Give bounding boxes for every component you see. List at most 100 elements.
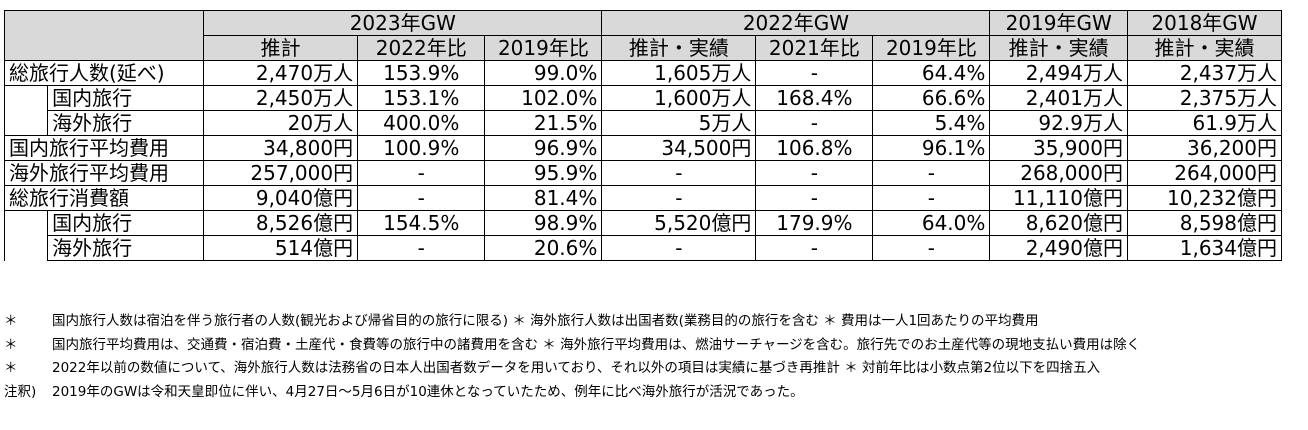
subheader-cell: 2021年比: [755, 35, 874, 61]
value-cell: 168.4%: [755, 85, 874, 111]
value-cell: 2,437万人: [1126, 60, 1283, 86]
value-cell: 2,490億円: [989, 235, 1128, 261]
value-cell: 400.0%: [357, 110, 486, 136]
header-corner-cell: [3, 10, 205, 61]
value-cell: 64.4%: [872, 60, 991, 86]
value-cell: 264,000円: [1126, 160, 1283, 186]
value-cell: 34,500円: [601, 135, 757, 161]
value-cell: 10,232億円: [1126, 185, 1283, 211]
table-row: 国内旅行 8,526億円 154.5% 98.9% 5,520億円 179.9% 64.0%…: [3, 210, 1283, 236]
footnote-text: 2022年以前の数値について、海外旅行人数は法務省の日本人出国者数データを用いて…: [52, 360, 1101, 376]
row-label: 国内旅行: [47, 210, 205, 236]
value-cell: 2,401万人: [989, 85, 1128, 111]
value-cell: 95.9%: [484, 160, 603, 186]
value-cell: -: [755, 235, 874, 261]
value-cell: 106.8%: [755, 135, 874, 161]
footnote-line: ＊ 2022年以前の数値について、海外旅行人数は法務省の日本人出国者数データを用い…: [4, 357, 1304, 381]
value-cell: -: [872, 235, 991, 261]
table-row: 国内旅行 2,450万人 153.1% 102.0% 1,600万人 168.4% 66.6…: [3, 85, 1283, 111]
row-label: 海外旅行: [47, 235, 205, 261]
table-row: 国内旅行平均費用 34,800円 100.9% 96.9% 34,500円 106.8% 9…: [3, 135, 1283, 161]
value-cell: 268,000円: [989, 160, 1128, 186]
table-body: 総旅行人数(延べ) 2,470万人 153.9% 99.0% 1,605万人 -64.4%…: [3, 60, 1283, 261]
value-cell: -: [755, 185, 874, 211]
row-label: 国内旅行: [47, 85, 205, 111]
value-cell: -: [601, 185, 757, 211]
footnote-mark: ＊: [4, 336, 18, 353]
value-cell: 153.9%: [357, 60, 486, 86]
subheader-cell: 推計・実績: [1126, 35, 1283, 61]
value-cell: 92.9万人: [989, 110, 1128, 136]
value-cell: 35,900円: [989, 135, 1128, 161]
indent-spacer-cell: [3, 110, 49, 136]
header-row-groups: 2023年GW 2022年GW 2019年GW 2018年GW: [3, 10, 1283, 61]
value-cell: 20.6%: [484, 235, 603, 261]
indent-spacer-cell: [3, 210, 49, 236]
value-cell: -: [601, 160, 757, 186]
value-cell: 514億円: [203, 235, 359, 261]
value-cell: 8,620億円: [989, 210, 1128, 236]
value-cell: 20万人: [203, 110, 359, 136]
footnote-mark: 注釈): [4, 383, 37, 400]
value-cell: -: [872, 185, 991, 211]
value-cell: -: [755, 160, 874, 186]
value-cell: -: [755, 60, 874, 86]
header-group-2019: 2019年GW: [989, 10, 1128, 36]
value-cell: 1,600万人: [601, 85, 757, 111]
subheader-cell: 推計・実績: [989, 35, 1128, 61]
value-cell: 5,520億円: [601, 210, 757, 236]
row-label: 海外旅行平均費用: [3, 160, 205, 186]
footnote-line: ＊ 国内旅行平均費用は、交通費・宿泊費・土産代・食費等の旅行中の諸費用を含む ＊ …: [4, 334, 1304, 358]
subheader-cell: 推計: [203, 35, 359, 61]
row-label: 国内旅行平均費用: [3, 135, 205, 161]
gw-travel-table: 2023年GW 2022年GW 2019年GW 2018年GW 推計 2022年…: [3, 10, 1283, 261]
footnote-mark: ＊: [4, 313, 18, 329]
footnote-line: 注釈) 2019年のGWは令和天皇即位に伴い、4月27日～5月6日が10連休となっ…: [4, 381, 1304, 405]
value-cell: 1,634億円: [1126, 235, 1283, 261]
value-cell: 81.4%: [484, 185, 603, 211]
indent-spacer-cell: [3, 85, 49, 111]
value-cell: 154.5%: [357, 210, 486, 236]
value-cell: 2,450万人: [203, 85, 359, 111]
value-cell: 36,200円: [1126, 135, 1283, 161]
subheader-cell: 2019年比: [872, 35, 991, 61]
value-cell: 61.9万人: [1126, 110, 1283, 136]
table-row: 海外旅行平均費用 257,000円 -95.9% - - -268,000円 264,000…: [3, 160, 1283, 186]
value-cell: 5万人: [601, 110, 757, 136]
value-cell: -: [357, 160, 486, 186]
row-label: 海外旅行: [47, 110, 205, 136]
table-row: 海外旅行 514億円 -20.6% - - -2,490億円 1,634億円: [3, 235, 1283, 261]
value-cell: -: [601, 235, 757, 261]
header-group-2023: 2023年GW: [203, 10, 603, 36]
value-cell: 8,526億円: [203, 210, 359, 236]
value-cell: 257,000円: [203, 160, 359, 186]
value-cell: 100.9%: [357, 135, 486, 161]
value-cell: 179.9%: [755, 210, 874, 236]
value-cell: 5.4%: [872, 110, 991, 136]
value-cell: 66.6%: [872, 85, 991, 111]
value-cell: 11,110億円: [989, 185, 1128, 211]
value-cell: 96.9%: [484, 135, 603, 161]
value-cell: 102.0%: [484, 85, 603, 111]
value-cell: -: [357, 185, 486, 211]
header-row-subcols: 推計 2022年比 2019年比 推計・実績 2021年比 2019年比 推計・…: [5, 35, 1283, 61]
footnote-text: 国内旅行平均費用は、交通費・宿泊費・土産代・食費等の旅行中の諸費用を含む ＊ 海…: [52, 336, 1141, 353]
value-cell: -: [755, 110, 874, 136]
subheader-cell: 2019年比: [484, 35, 603, 61]
value-cell: 64.0%: [872, 210, 991, 236]
value-cell: 2,375万人: [1126, 85, 1283, 111]
value-cell: 96.1%: [872, 135, 991, 161]
value-cell: 1,605万人: [601, 60, 757, 86]
value-cell: -: [872, 160, 991, 186]
table-row: 海外旅行 20万人 400.0% 21.5% 5万人 -5.4% 92.9万人 61.9万人: [3, 110, 1283, 136]
footnote-text: 2019年のGWは令和天皇即位に伴い、4月27日～5月6日が10連休となっていた…: [52, 383, 804, 400]
value-cell: 153.1%: [357, 85, 486, 111]
value-cell: 99.0%: [484, 60, 603, 86]
value-cell: 8,598億円: [1126, 210, 1283, 236]
indent-spacer-cell: [3, 235, 49, 261]
footnote-text: 国内旅行人数は宿泊を伴う旅行者の人数(観光および帰省目的の旅行に限る) ＊ 海外…: [52, 313, 1039, 329]
footnote-mark: ＊: [4, 360, 18, 376]
subheader-cell: 2022年比: [357, 35, 486, 61]
value-cell: 98.9%: [484, 210, 603, 236]
value-cell: 2,470万人: [203, 60, 359, 86]
